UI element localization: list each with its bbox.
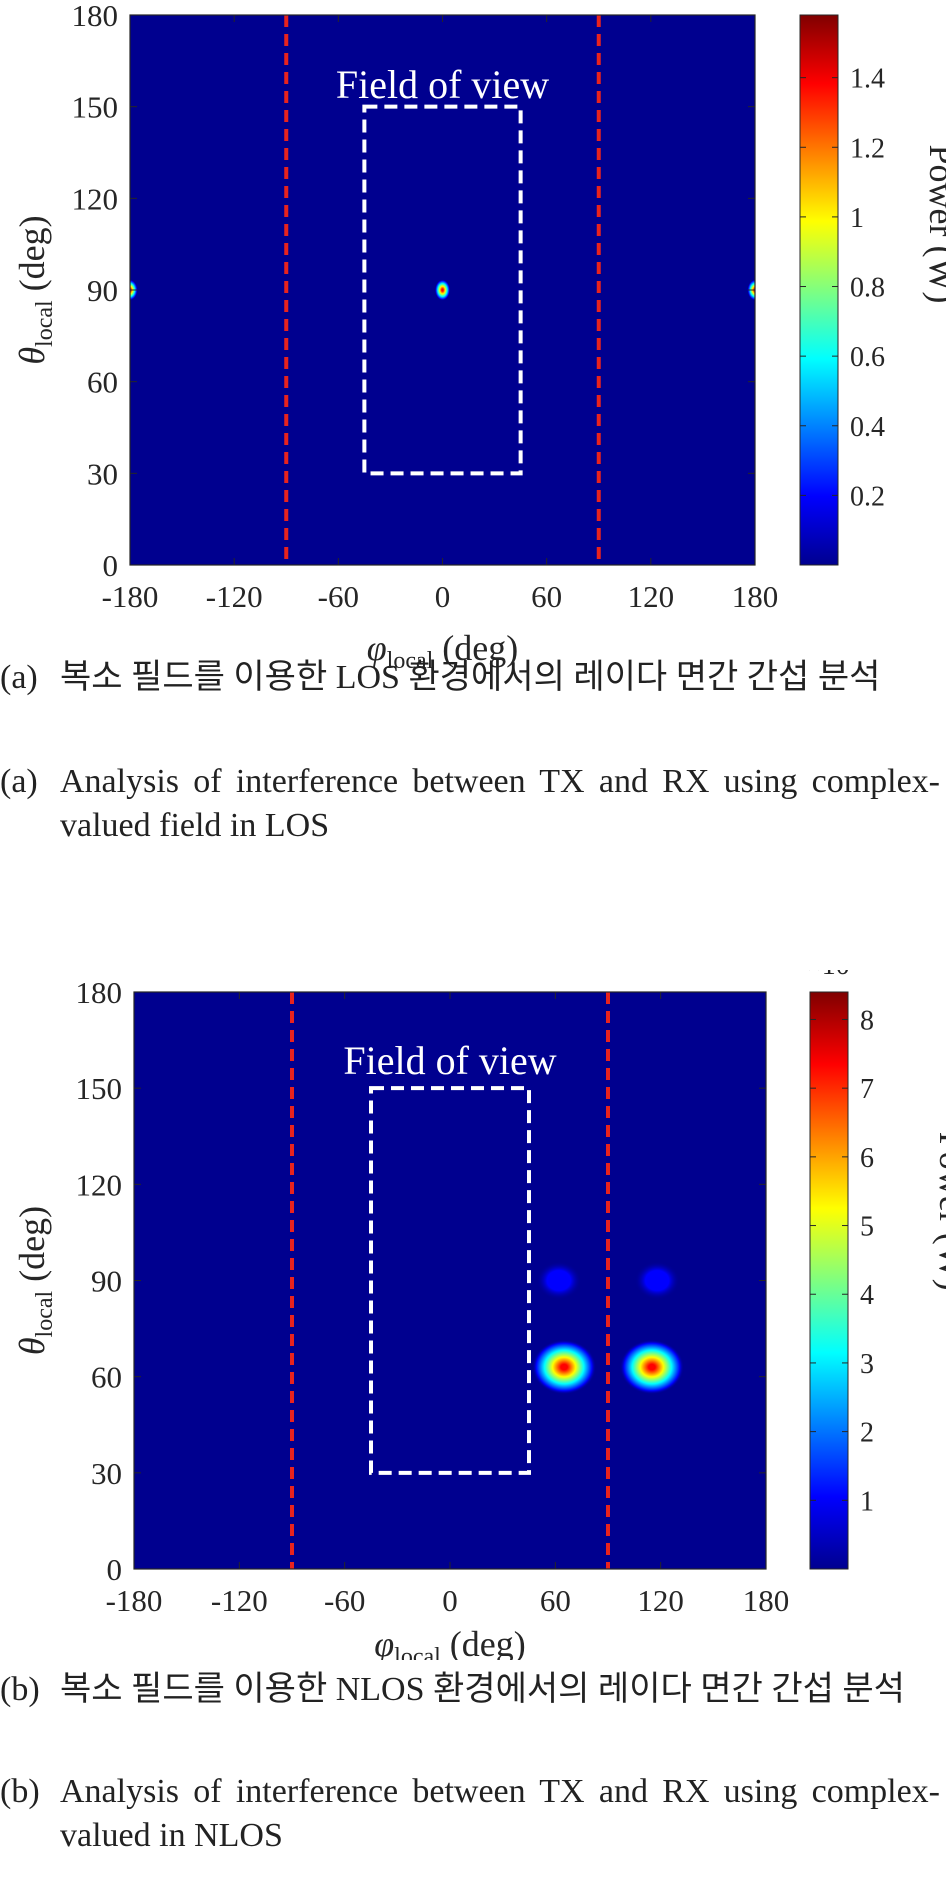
heatmap-chart-los: Field of view -180 -120 -60 0 60 120 180 0 30 60 90… xyxy=(12,0,946,674)
y-tick-label: 150 xyxy=(72,90,119,125)
colorbar-tick-label: 1 xyxy=(860,1486,874,1517)
x-axis-unit: (deg) xyxy=(441,1624,526,1660)
y-axis-unit: (deg) xyxy=(12,215,52,300)
hotspot xyxy=(530,1338,598,1396)
x-tick-label: -60 xyxy=(324,1583,365,1618)
hotspot xyxy=(535,1260,583,1301)
y-axis-subscript: local xyxy=(32,1290,58,1337)
hotspot xyxy=(434,279,451,301)
colorbar xyxy=(810,992,848,1569)
x-axis-label: φlocal (deg) xyxy=(367,628,519,674)
y-axis-label: θlocal (deg) xyxy=(12,215,58,364)
x-axis-subscript: local xyxy=(387,648,434,674)
y-tick-label: 90 xyxy=(91,1264,122,1299)
y-axis-label: θlocal (deg) xyxy=(12,1206,58,1355)
x-tick-label: 0 xyxy=(435,579,451,614)
caption-a-english: (a) Analysis of interference between TX … xyxy=(0,760,940,848)
y-axis-symbol: θ xyxy=(12,1337,52,1355)
colorbar-exponent: ×10-4 xyxy=(806,970,866,981)
colorbar-tick-label: 0.6 xyxy=(850,342,885,373)
field-of-view-box xyxy=(369,1086,531,1475)
x-axis-label: φlocal (deg) xyxy=(374,1624,526,1660)
y-axis-subscript: local xyxy=(32,300,58,347)
caption-b-korean-text: 복소 필드를 이용한 NLOS 환경에서의 레이다 면간 간섭 분석 xyxy=(60,1671,905,1708)
y-axis-unit: (deg) xyxy=(12,1206,52,1291)
y-tick-label: 60 xyxy=(91,1360,122,1395)
x-tick-label: -120 xyxy=(211,1583,268,1618)
y-tick-label: 150 xyxy=(76,1071,123,1106)
caption-b-english-text: Analysis of interference between TX and … xyxy=(60,1773,940,1854)
caption-a-korean: (a) 복소 필드를 이용한 LOS 환경에서의 레이다 면간 간섭 분석 xyxy=(0,656,940,744)
colorbar xyxy=(800,15,838,565)
colorbar-border xyxy=(799,14,839,566)
x-tick-label: 120 xyxy=(628,579,675,614)
x-axis-subscript: local xyxy=(394,1644,441,1660)
y-tick-label: 60 xyxy=(87,365,118,400)
hotspots xyxy=(267,1260,686,1396)
y-tick-label: 30 xyxy=(91,1456,122,1491)
caption-a-korean-label: (a) xyxy=(0,659,38,696)
caption-b-english: (b) Analysis of interference between TX … xyxy=(0,1770,940,1858)
colorbar-tick-label: 0.8 xyxy=(850,273,885,304)
x-tick-label: -60 xyxy=(318,579,359,614)
x-tick-label: 180 xyxy=(732,579,779,614)
caption-b-english-label: (b) xyxy=(0,1773,40,1810)
colorbar-tick-label: 2 xyxy=(860,1418,874,1449)
field-of-view-label: Field of view xyxy=(336,62,549,107)
colorbar-tick-label: 4 xyxy=(860,1280,874,1311)
x-tick-label: -180 xyxy=(106,1583,163,1618)
caption-a-korean-text: 복소 필드를 이용한 LOS 환경에서의 레이다 면간 간섭 분석 xyxy=(60,659,881,696)
y-axis-symbol: θ xyxy=(12,347,52,365)
y-tick-label: 0 xyxy=(103,548,119,583)
x-axis-unit: (deg) xyxy=(433,628,518,668)
y-tick-label: 120 xyxy=(72,181,119,216)
x-tick-label: 180 xyxy=(743,1583,790,1618)
x-axis-symbol: φ xyxy=(367,628,387,668)
x-tick-label: 0 xyxy=(442,1583,458,1618)
x-tick-label: -120 xyxy=(206,579,263,614)
hotspot xyxy=(618,1338,686,1396)
x-axis-symbol: φ xyxy=(374,1624,394,1660)
colorbar-tick-label: 1 xyxy=(850,203,864,234)
colorbar-tick-label: 7 xyxy=(860,1074,874,1105)
x-tick-label: 60 xyxy=(540,1583,571,1618)
y-tick-label: 90 xyxy=(87,273,118,308)
colorbar-tick-label: 5 xyxy=(860,1212,874,1243)
caption-a-english-label: (a) xyxy=(0,763,38,800)
colorbar-label: Power (W) xyxy=(922,145,946,304)
colorbar-tick-label: 6 xyxy=(860,1143,874,1174)
y-tick-label: 180 xyxy=(72,0,119,33)
y-tick-label: 0 xyxy=(107,1552,123,1587)
colorbar-tick-label: 8 xyxy=(860,1005,874,1036)
hotspot xyxy=(633,1260,681,1301)
colorbar-tick-label: 0.4 xyxy=(850,412,885,443)
x-tick-label: -180 xyxy=(102,579,159,614)
colorbar-border xyxy=(809,991,849,1570)
colorbar-tick-label: 0.2 xyxy=(850,481,885,512)
caption-b-korean-label: (b) xyxy=(0,1671,40,1708)
hotspot xyxy=(267,1262,310,1299)
caption-a-english-text: Analysis of interference between TX and … xyxy=(60,763,940,844)
x-tick-label: 60 xyxy=(531,579,562,614)
y-tick-label: 30 xyxy=(87,456,118,491)
x-tick-label: 120 xyxy=(637,1583,684,1618)
colorbar-tick-label: 1.4 xyxy=(850,64,885,95)
colorbar-tick-label: 1.2 xyxy=(850,133,885,164)
field-of-view-label: Field of view xyxy=(343,1038,556,1083)
colorbar-exponent-base: ×10 xyxy=(806,970,850,981)
colorbar-tick-label: 3 xyxy=(860,1349,874,1380)
field-of-view-box xyxy=(362,104,523,476)
y-tick-label: 180 xyxy=(76,975,123,1010)
y-tick-label: 120 xyxy=(76,1167,123,1202)
caption-b-korean: (b) 복소 필드를 이용한 NLOS 환경에서의 레이다 면간 간섭 분석 xyxy=(0,1668,940,1756)
heatmap-chart-nlos: Field of view -180 -120 -60 0 60 120 180 0 30 60 90… xyxy=(12,970,946,1660)
colorbar-label: Power (W) xyxy=(932,1132,946,1291)
